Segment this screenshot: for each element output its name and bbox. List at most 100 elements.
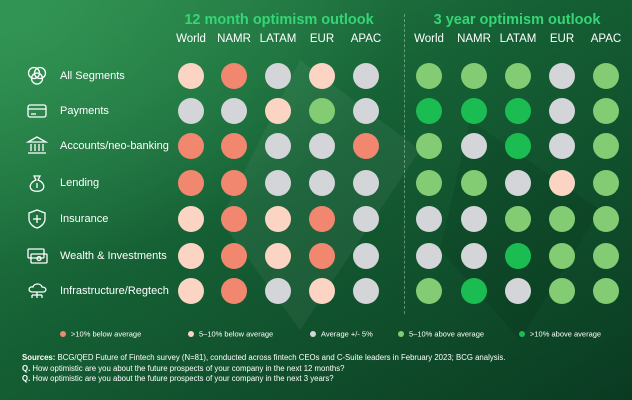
rating-dot (549, 170, 575, 196)
rating-dot (461, 243, 487, 269)
column-header: APAC (590, 33, 622, 45)
question-label: Q. (22, 374, 31, 383)
row-label: Insurance (60, 213, 109, 225)
rating-dot (549, 278, 575, 304)
rating-dot (505, 243, 531, 269)
column-header: APAC (350, 33, 382, 45)
question-text: How optimistic are you about the future … (30, 374, 334, 383)
column-header: EUR (309, 33, 335, 45)
rating-dot (221, 278, 247, 304)
rating-dot (353, 243, 379, 269)
rating-dot (265, 63, 291, 89)
rating-dot (178, 170, 204, 196)
rating-dot (309, 63, 335, 89)
rating-dot (265, 278, 291, 304)
legend-label: >10% above average (530, 329, 602, 339)
rating-dot (416, 243, 442, 269)
rating-dot (221, 206, 247, 232)
rating-dot (309, 243, 335, 269)
rating-dot (416, 63, 442, 89)
column-header: World (414, 33, 444, 45)
rating-dot (505, 63, 531, 89)
legend-swatch (60, 331, 66, 337)
legend-swatch (519, 331, 525, 337)
rating-dot (353, 278, 379, 304)
rating-dot (353, 98, 379, 124)
legend-label: 5–10% below average (199, 329, 274, 339)
rating-dot (416, 98, 442, 124)
cloud-network-icon (28, 283, 47, 298)
legend-swatch (310, 331, 316, 337)
rating-dot (549, 243, 575, 269)
row-label: Infrastructure/Regtech (60, 285, 169, 297)
legend-swatch (398, 331, 404, 337)
rating-dot (353, 170, 379, 196)
rating-dot (505, 278, 531, 304)
column-header: World (176, 33, 206, 45)
money-bag-icon (29, 175, 45, 192)
sources-label: Sources: (22, 353, 56, 362)
rating-dot (593, 133, 619, 159)
rating-dot (593, 206, 619, 232)
legend-label: 5–10% above average (409, 329, 485, 339)
rating-dot (178, 63, 204, 89)
column-header: NAMR (217, 33, 251, 45)
footer: Sources: BCG/QED Future of Fintech surve… (22, 353, 622, 385)
shield-plus-icon (28, 209, 46, 229)
rating-dot (549, 98, 575, 124)
rating-dot (309, 170, 335, 196)
rating-dot (593, 243, 619, 269)
question-label: Q. (22, 363, 31, 373)
column-header: LATAM (499, 33, 537, 45)
sources-text: BCG/QED Future of Fintech survey (N=81),… (55, 353, 506, 362)
rating-dot (178, 206, 204, 232)
rating-dot (416, 133, 442, 159)
rating-dot (416, 170, 442, 196)
legend-label: >10% below average (71, 329, 142, 339)
bank-building-icon (26, 136, 48, 154)
rating-dot (505, 133, 531, 159)
row-label: All Segments (60, 70, 125, 82)
credit-card-icon (27, 104, 47, 118)
rating-dot (221, 243, 247, 269)
rating-dot (461, 63, 487, 89)
rating-dot (461, 278, 487, 304)
rating-dot (178, 98, 204, 124)
rating-dot (178, 278, 204, 304)
rating-dot (593, 63, 619, 89)
rating-dot (265, 98, 291, 124)
rating-dot (461, 98, 487, 124)
rating-dot (309, 98, 335, 124)
rating-dot (221, 98, 247, 124)
rating-dot (416, 206, 442, 232)
rating-dot (178, 243, 204, 269)
legend-swatch (188, 331, 194, 337)
sources-line: Sources: BCG/QED Future of Fintech surve… (22, 353, 622, 364)
rating-dot (505, 98, 531, 124)
rating-dot (265, 243, 291, 269)
rating-dot (505, 170, 531, 196)
rating-dot (221, 133, 247, 159)
rating-dot (178, 133, 204, 159)
rating-dot (549, 206, 575, 232)
rating-dot (416, 278, 442, 304)
rating-dot (353, 206, 379, 232)
rating-dot (265, 133, 291, 159)
column-header: EUR (549, 33, 575, 45)
rating-dot (505, 206, 531, 232)
rating-dot (309, 133, 335, 159)
rating-dot (309, 206, 335, 232)
panel-title: 12 month optimism outlook (184, 12, 374, 28)
venn-circles-icon (27, 66, 47, 85)
rating-dot (265, 170, 291, 196)
row-label: Accounts/neo-banking (60, 140, 169, 152)
rating-dot (265, 206, 291, 232)
rating-dot (353, 133, 379, 159)
rating-dot (353, 63, 379, 89)
panel-divider (404, 14, 405, 314)
legend-label: Average +/- 5% (321, 329, 373, 339)
row-label: Wealth & Investments (60, 250, 167, 262)
rating-dot (461, 206, 487, 232)
rating-dot (549, 133, 575, 159)
